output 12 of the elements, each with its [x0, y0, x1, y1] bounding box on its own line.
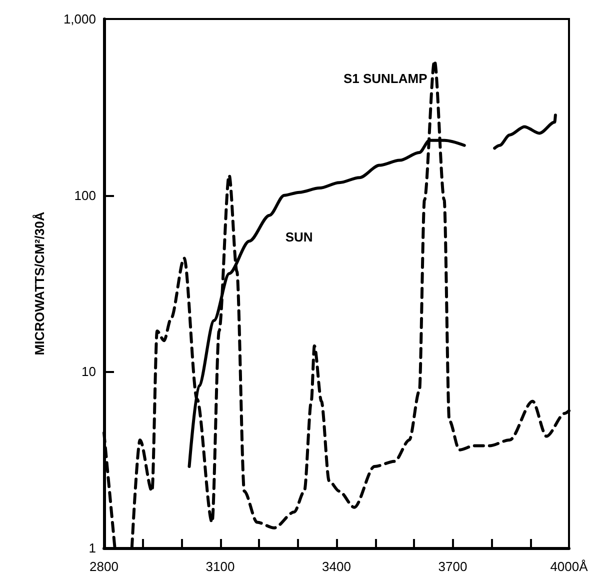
x-tick-label: 3700	[438, 559, 468, 574]
y-tick-label: 1,000	[63, 12, 96, 26]
x-tick-label: 4000Å	[550, 559, 588, 574]
y-tick-label: 100	[74, 188, 96, 203]
series-label: S1 SUNLAMP	[343, 70, 428, 86]
x-tick-label: 2800	[90, 559, 118, 574]
y-tick-label: 1	[88, 540, 96, 556]
y-tick-label: 10	[82, 364, 96, 380]
series-label: SUN	[285, 230, 313, 245]
y-axis-title: MICROWATTS/CM²/30Å	[32, 211, 47, 356]
x-tick-label: 3100	[206, 559, 235, 574]
x-tick-label: 3400	[322, 559, 351, 574]
